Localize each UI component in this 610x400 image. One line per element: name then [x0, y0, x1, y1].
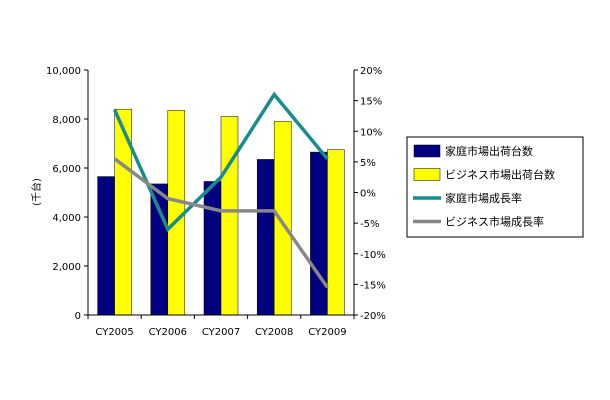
legend-swatch [413, 144, 441, 158]
bar-home [310, 151, 328, 316]
right-tick-label: 10% [360, 127, 382, 138]
right-tick-label: 5% [360, 158, 376, 169]
right-tick-label: 0% [360, 189, 376, 200]
bar-home [256, 159, 275, 316]
left-tick-label: 10,000 [46, 66, 81, 77]
left-tick-label: 4,000 [52, 213, 81, 224]
bar-business [273, 121, 292, 316]
x-tick-label: CY2009 [308, 327, 346, 338]
left-tick-label: 0 [75, 311, 81, 322]
left-tick-label: 2,000 [52, 262, 81, 273]
right-tick-label: 15% [360, 97, 382, 108]
x-tick-label: CY2005 [95, 327, 133, 338]
right-tick-label: -15% [360, 280, 386, 291]
left-tick-label: 6,000 [52, 164, 81, 175]
legend-swatch [413, 168, 441, 181]
bar-home [150, 183, 169, 316]
legend-label: ビジネス市場出荷台数 [445, 168, 555, 182]
axes [84, 69, 358, 319]
right-tick-label: -5% [360, 219, 379, 230]
line-business-growth [113, 157, 329, 289]
bar-home [97, 176, 115, 316]
bars [97, 108, 345, 316]
legend-label: 家庭市場出荷台数 [445, 144, 533, 158]
x-tick-label: CY2008 [255, 327, 293, 338]
right-tick-label: -10% [360, 250, 386, 261]
bar-business [327, 149, 345, 316]
left-tick-label: 8,000 [52, 115, 81, 126]
x-tick-label: CY2007 [202, 327, 240, 338]
bar-business [220, 116, 239, 316]
legend-label: 家庭市場成長率 [445, 191, 522, 205]
legend-label: ビジネス市場成長率 [445, 215, 544, 229]
x-tick-label: CY2006 [149, 327, 187, 338]
right-tick-label: 20% [360, 66, 382, 77]
line-home-growth [113, 91, 329, 233]
growth-lines [113, 91, 329, 289]
bar-home [203, 181, 222, 316]
y-axis-title: (千台) [30, 178, 43, 206]
tick-labels: 0 2,000 4,000 6,000 8,000 10,000 -20% -15% -10% -… [46, 66, 386, 338]
right-tick-label: -20% [360, 311, 386, 322]
